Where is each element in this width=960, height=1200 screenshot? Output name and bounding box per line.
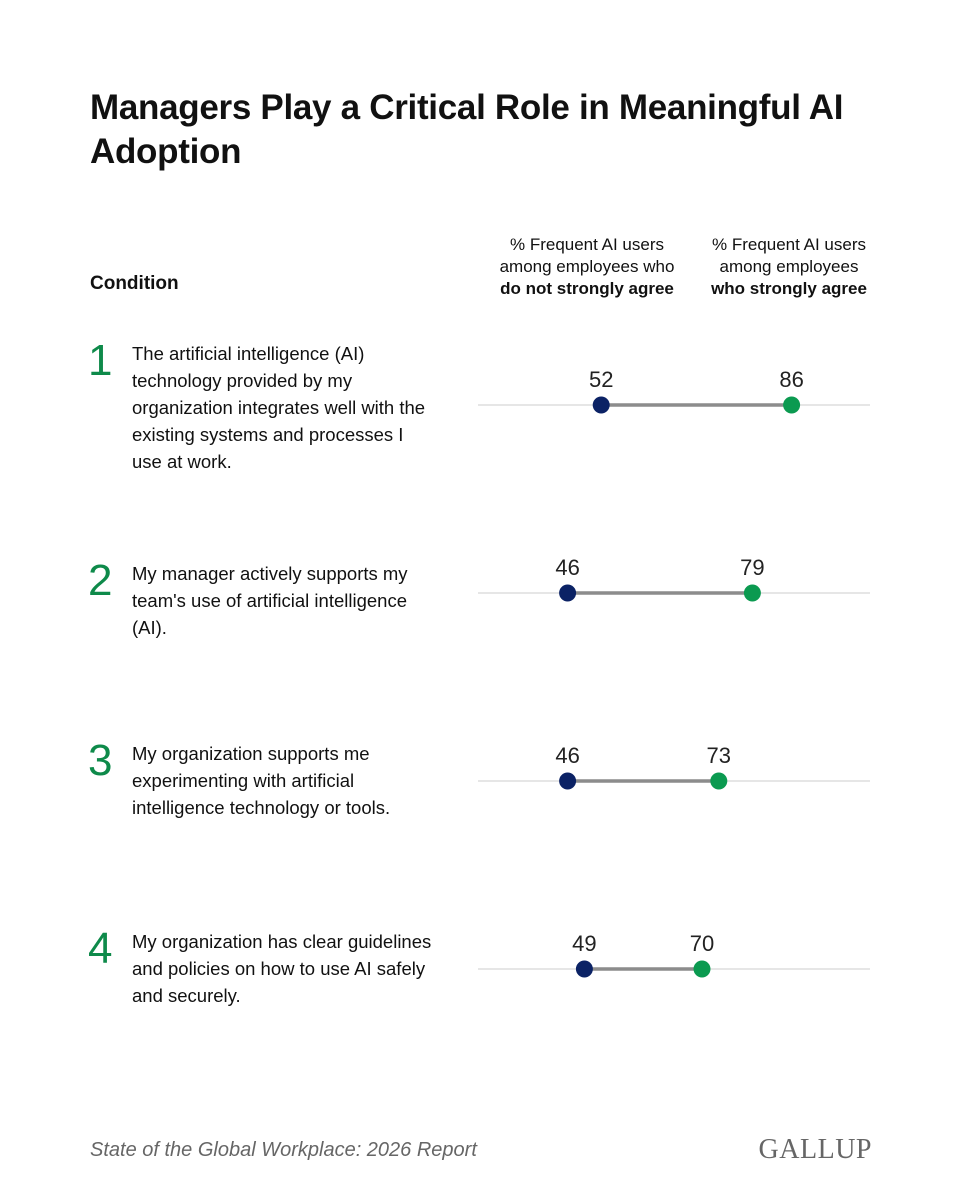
dot — [710, 772, 728, 790]
series-header: % Frequent AI users among employees who s… — [684, 234, 894, 300]
condition-text: My organization has clear guidelines and… — [132, 931, 432, 1006]
dot — [743, 584, 761, 602]
column-header: Condition — [90, 273, 179, 294]
condition-number: 4 — [88, 924, 113, 973]
series-emphasis: do not strongly agree — [500, 279, 674, 298]
series-header: % Frequent AI users among employees who d… — [482, 234, 692, 300]
dot — [592, 396, 610, 414]
value-label: 79 — [740, 555, 764, 580]
series-emphasis: who strongly agree — [711, 279, 867, 298]
dot — [559, 772, 577, 790]
condition-text: My organization supports me experimentin… — [132, 743, 391, 818]
chart-title: Managers Play a Critical Role in Meaning… — [90, 88, 844, 171]
value-label: 46 — [555, 555, 579, 580]
value-label: 49 — [572, 931, 596, 956]
value-label: 52 — [589, 367, 613, 392]
value-label: 86 — [779, 367, 803, 392]
value-label: 73 — [707, 743, 731, 768]
dot — [559, 584, 577, 602]
condition-text: The artificial intelligence (AI) technol… — [132, 343, 426, 472]
dot — [693, 960, 711, 978]
condition-text: My manager actively supports my team's u… — [132, 563, 408, 638]
condition-number: 2 — [88, 556, 113, 605]
condition-number: 1 — [88, 336, 113, 385]
brand-logo: GALLUP — [758, 1134, 872, 1165]
value-label: 70 — [690, 931, 714, 956]
dot — [575, 960, 593, 978]
source: State of the Global Workplace: 2026 Repo… — [90, 1139, 477, 1161]
condition-number: 3 — [88, 736, 113, 785]
dot — [783, 396, 801, 414]
value-label: 46 — [555, 743, 579, 768]
series-name: % Frequent AI users among employees — [711, 235, 867, 276]
series-name: % Frequent AI users among employees who — [499, 235, 675, 276]
